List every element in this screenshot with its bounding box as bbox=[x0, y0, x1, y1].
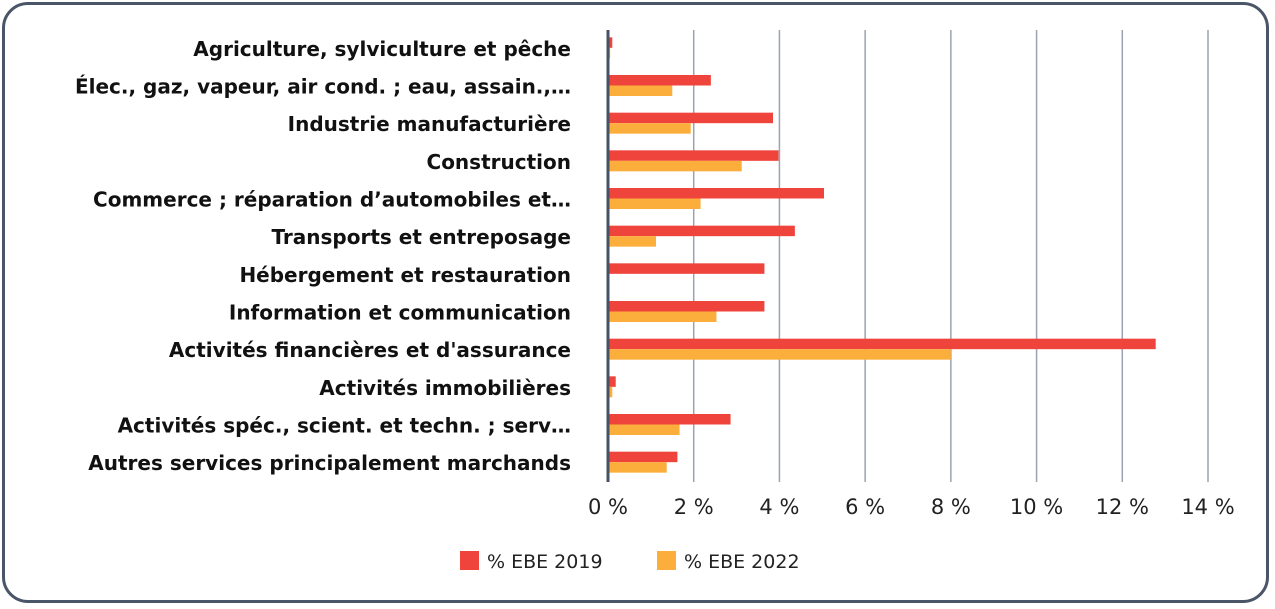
bar-2022 bbox=[609, 47, 611, 59]
bar-2019 bbox=[609, 263, 765, 274]
category-label: Hébergement et restauration bbox=[239, 263, 571, 287]
category-labels: Agriculture, sylviculture et pêche Élec.,… bbox=[75, 37, 571, 475]
bar-2019 bbox=[609, 301, 765, 312]
bar-2019 bbox=[609, 225, 795, 237]
legend-swatch-2019 bbox=[460, 551, 479, 570]
bar-2022 bbox=[609, 198, 701, 209]
bar-2019 bbox=[609, 75, 711, 86]
bar-2022 bbox=[609, 123, 691, 134]
bar-2022 bbox=[609, 424, 680, 435]
bar-2022 bbox=[609, 236, 656, 247]
category-label: Élec., gaz, vapeur, air cond. ; eau, ass… bbox=[75, 75, 571, 99]
category-label: Commerce ; réparation d’automobiles et… bbox=[93, 188, 571, 212]
bars bbox=[609, 37, 1156, 473]
bar-2022 bbox=[609, 386, 613, 398]
bar-2022 bbox=[609, 85, 673, 96]
x-tick-label: 0 % bbox=[588, 495, 628, 519]
category-label: Transports et entreposage bbox=[271, 225, 571, 249]
category-label: Construction bbox=[427, 150, 571, 174]
x-tick-label: 2 % bbox=[674, 495, 714, 519]
category-label: Industrie manufacturière bbox=[288, 112, 571, 136]
category-label: Autres services principalement marchands bbox=[88, 451, 571, 475]
legend-label: % EBE 2019 bbox=[487, 551, 603, 573]
category-label: Information et communication bbox=[229, 301, 571, 325]
bar-2019 bbox=[609, 150, 779, 161]
category-label: Activités immobilières bbox=[319, 376, 571, 400]
bar-2022 bbox=[609, 160, 742, 172]
gridlines bbox=[692, 30, 1209, 482]
legend: % EBE 2019 % EBE 2022 bbox=[460, 551, 800, 573]
x-tick-label: 6 % bbox=[845, 495, 885, 519]
bar-2019 bbox=[609, 414, 731, 425]
bar-2019 bbox=[609, 376, 616, 387]
category-label: Activités spéc., scient. et techn. ; ser… bbox=[118, 414, 571, 438]
bar-2019 bbox=[609, 451, 678, 463]
category-label: Activités financières et d'assurance bbox=[169, 338, 571, 362]
x-tick-label: 12 % bbox=[1096, 495, 1149, 519]
x-tick-labels: 0 % 2 % 4 % 6 % 8 % 10 % 12 % 14 % bbox=[588, 495, 1235, 519]
bar-2019 bbox=[609, 112, 773, 124]
bar-2022 bbox=[609, 311, 717, 322]
bar-2022 bbox=[609, 349, 951, 360]
legend-swatch-2022 bbox=[657, 551, 676, 570]
bar-2019 bbox=[609, 338, 1156, 350]
category-label: Agriculture, sylviculture et pêche bbox=[193, 37, 571, 61]
bar-2019 bbox=[609, 37, 613, 48]
x-tick-label: 10 % bbox=[1010, 495, 1063, 519]
legend-label: % EBE 2022 bbox=[684, 551, 800, 573]
x-tick-label: 14 % bbox=[1181, 495, 1234, 519]
x-tick-label: 8 % bbox=[931, 495, 971, 519]
bar-2019 bbox=[609, 188, 824, 199]
bar-2022 bbox=[609, 462, 667, 473]
x-tick-label: 4 % bbox=[759, 495, 799, 519]
